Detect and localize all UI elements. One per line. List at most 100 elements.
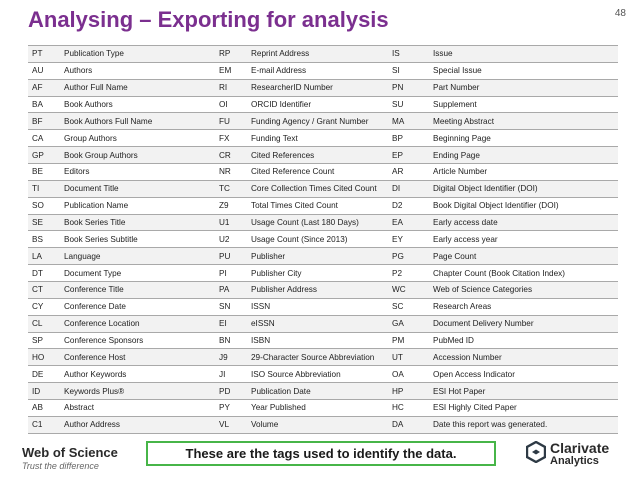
table-row: SE Book Series Title U1 Usage Count (Last 1… <box>28 213 618 231</box>
web-of-science-logo: Web of Science Trust the difference <box>22 446 118 471</box>
tag-code: CR <box>215 146 246 164</box>
tag-description: Article Number <box>428 163 618 181</box>
tag-code: PY <box>215 399 246 417</box>
tag-code: OI <box>215 95 246 113</box>
tag-description: Core Collection Times Cited Count <box>246 179 388 198</box>
wos-logo-name: Web of Science <box>22 445 118 460</box>
table-row: HO Conference Host J9 29-Character Source A… <box>28 348 618 366</box>
tag-code: HO <box>28 348 59 366</box>
tag-description: Digital Object Identifier (DOI) <box>428 179 618 198</box>
field-tag-table: PT Publication Type RP Reprint Address IS Iss… <box>28 45 618 434</box>
tag-code: SP <box>28 331 59 349</box>
tag-description: Usage Count (Last 180 Days) <box>246 213 388 231</box>
table-row: CT Conference Title PA Publisher Address WC W… <box>28 281 618 299</box>
tag-code: DI <box>388 179 428 198</box>
tag-code: CT <box>28 281 59 299</box>
clarivate-logo: Clarivate Analytics <box>526 441 609 467</box>
wos-logo-tagline: Trust the difference <box>22 461 99 471</box>
tag-code: BE <box>28 163 59 181</box>
tag-code: PI <box>215 264 246 282</box>
tag-description: ISBN <box>246 331 388 349</box>
tag-code: Z9 <box>215 196 246 215</box>
table-row: BF Book Authors Full Name FU Funding Agency… <box>28 112 618 130</box>
tag-code: GA <box>388 314 428 333</box>
tag-code: SU <box>388 95 428 113</box>
tag-description: E-mail Address <box>246 61 388 80</box>
tag-description: Research Areas <box>428 297 618 316</box>
table-row: TI Document Title TC Core Collection Times … <box>28 179 618 198</box>
tag-code: LA <box>28 247 59 265</box>
table-row: GP Book Group Authors CR Cited References EP… <box>28 146 618 164</box>
tag-description: Ending Page <box>428 146 618 164</box>
tag-description: Book Series Subtitle <box>59 230 215 248</box>
tag-code: TI <box>28 179 59 198</box>
tag-code: EA <box>388 213 428 231</box>
tag-code: J9 <box>215 348 246 366</box>
tag-code: HP <box>388 382 428 400</box>
tag-description: Publisher <box>246 247 388 265</box>
tag-code: RP <box>215 45 246 63</box>
tag-description: Date this report was generated. <box>428 415 618 434</box>
tag-description: Conference Host <box>59 348 215 366</box>
tag-code: EI <box>215 314 246 333</box>
table-row: LA Language PU Publisher PG Page Count <box>28 247 618 265</box>
tag-code: BA <box>28 95 59 113</box>
tag-description: Conference Date <box>59 297 215 316</box>
tag-description: Cited Reference Count <box>246 163 388 181</box>
table-row: SP Conference Sponsors BN ISBN PM PubMed ID <box>28 331 618 349</box>
tag-description: Publisher City <box>246 264 388 282</box>
tag-description: ISSN <box>246 297 388 316</box>
field-tag-table-body: PT Publication Type RP Reprint Address IS Iss… <box>28 45 618 434</box>
tag-description: Funding Text <box>246 129 388 147</box>
tag-description: Conference Location <box>59 314 215 333</box>
tag-description: Cited References <box>246 146 388 164</box>
tag-description: PubMed ID <box>428 331 618 349</box>
tag-code: PM <box>388 331 428 349</box>
table-row: BA Book Authors OI ORCID Identifier SU Supple… <box>28 95 618 113</box>
tag-description: Reprint Address <box>246 45 388 63</box>
tag-code: PU <box>215 247 246 265</box>
table-row: ID Keywords Plus® PD Publication Date HP ESI … <box>28 382 618 400</box>
tag-description: Special Issue <box>428 61 618 80</box>
tag-code: RI <box>215 78 246 97</box>
tag-description: 29-Character Source Abbreviation <box>246 348 388 366</box>
tag-code: IS <box>388 45 428 63</box>
tag-code: AF <box>28 78 59 97</box>
tag-code: ID <box>28 382 59 400</box>
tag-code: WC <box>388 281 428 299</box>
tag-description: Issue <box>428 45 618 63</box>
tag-code: SO <box>28 196 59 215</box>
tag-description: Web of Science Categories <box>428 281 618 299</box>
tag-description: Book Series Title <box>59 213 215 231</box>
tag-description: Book Authors Full Name <box>59 112 215 130</box>
tag-description: Volume <box>246 415 388 434</box>
tag-code: OA <box>388 365 428 383</box>
tag-code: C1 <box>28 415 59 434</box>
tag-code: PD <box>215 382 246 400</box>
tag-description: Publication Name <box>59 196 215 215</box>
tag-description: Meeting Abstract <box>428 112 618 130</box>
tag-code: PA <box>215 281 246 299</box>
tag-code: BF <box>28 112 59 130</box>
callout-text: These are the tags used to identify the … <box>185 446 457 461</box>
tag-code: MA <box>388 112 428 130</box>
table-row: CA Group Authors FX Funding Text BP Beginning… <box>28 129 618 147</box>
tag-description: Page Count <box>428 247 618 265</box>
tag-code: AB <box>28 399 59 417</box>
table-row: DT Document Type PI Publisher City P2 Chapter… <box>28 264 618 282</box>
tag-code: CY <box>28 297 59 316</box>
tag-code: EM <box>215 61 246 80</box>
tag-code: FU <box>215 112 246 130</box>
tag-description: Usage Count (Since 2013) <box>246 230 388 248</box>
tag-description: Language <box>59 247 215 265</box>
tag-code: FX <box>215 129 246 147</box>
tag-description: Abstract <box>59 399 215 417</box>
table-row: SO Publication Name Z9 Total Times Cited Co… <box>28 196 618 215</box>
tag-code: DT <box>28 264 59 282</box>
tag-code: U1 <box>215 213 246 231</box>
tag-code: UT <box>388 348 428 366</box>
table-row: BS Book Series Subtitle U2 Usage Count (Sin… <box>28 230 618 248</box>
tag-code: AR <box>388 163 428 181</box>
tag-code: PN <box>388 78 428 97</box>
page-number: 48 <box>614 8 626 19</box>
